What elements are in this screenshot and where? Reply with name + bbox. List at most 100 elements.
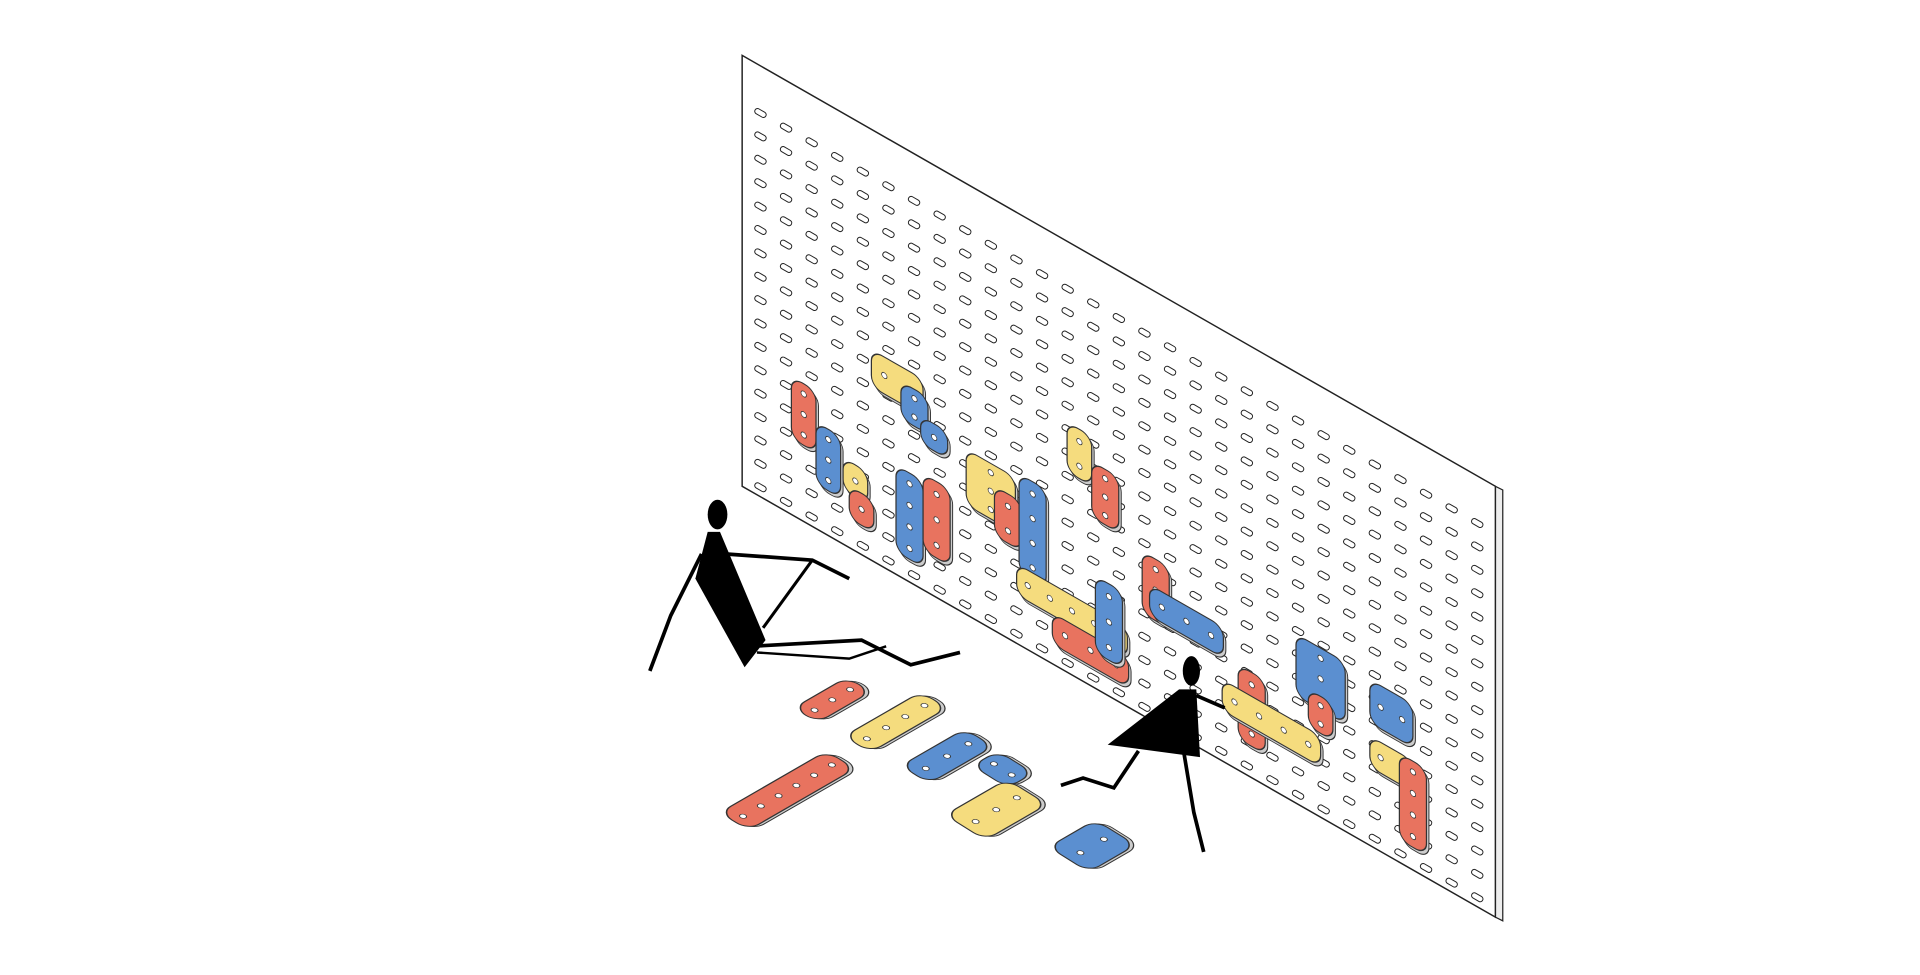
- peg-hole: [1445, 760, 1458, 771]
- peg-hole: [805, 207, 818, 218]
- peg-hole: [1010, 441, 1023, 452]
- peg-hole: [1138, 397, 1151, 408]
- peg-hole: [1368, 553, 1382, 563]
- peg-hole: [907, 289, 921, 300]
- peg-hole: [1394, 614, 1407, 625]
- peg-hole: [1445, 643, 1458, 654]
- peg-hole: [1317, 476, 1330, 487]
- peg-hole: [1163, 389, 1177, 400]
- peg-hole: [779, 216, 793, 227]
- peg-hole: [1240, 456, 1254, 467]
- peg-hole: [754, 482, 767, 493]
- peg-hole: [754, 201, 767, 212]
- peg-hole: [1163, 412, 1177, 423]
- peg-hole: [984, 403, 998, 414]
- peg-hole: [1419, 722, 1433, 733]
- peg-hole: [754, 458, 767, 469]
- peg-hole: [1419, 863, 1433, 873]
- board-pieces: [790, 353, 1430, 855]
- peg-hole: [1368, 599, 1382, 610]
- peg-hole: [1317, 593, 1330, 604]
- piece-red: [1307, 693, 1336, 741]
- board-edge: [1494, 485, 1504, 922]
- peg-hole: [831, 526, 844, 537]
- peg-hole: [1138, 514, 1151, 525]
- peg-hole: [959, 271, 972, 282]
- peg-hole: [1368, 833, 1382, 844]
- peg-hole: [1445, 573, 1458, 584]
- peg-hole: [882, 508, 895, 519]
- peg-hole: [1317, 453, 1330, 464]
- piece-blue: [906, 732, 992, 781]
- peg-hole: [831, 175, 844, 186]
- peg-hole: [1445, 713, 1458, 724]
- peg-hole: [1189, 450, 1202, 461]
- peg-hole: [1317, 523, 1330, 534]
- peg-hole: [754, 295, 767, 306]
- peg-hole: [856, 236, 870, 247]
- peg-hole: [779, 356, 793, 367]
- peg-hole: [1112, 406, 1126, 417]
- peg-hole: [959, 388, 972, 399]
- peg-hole: [1419, 675, 1433, 686]
- peg-hole: [1061, 470, 1074, 481]
- peg-hole: [1010, 464, 1023, 475]
- peg-hole: [805, 137, 818, 148]
- peg-hole: [1419, 558, 1433, 569]
- peg-hole: [984, 333, 998, 344]
- peg-hole: [1240, 573, 1254, 584]
- peg-hole: [959, 318, 972, 329]
- peg-hole: [1138, 444, 1151, 455]
- peg-hole: [1010, 254, 1023, 265]
- peg-hole: [1291, 462, 1305, 473]
- peg-hole: [1343, 561, 1356, 572]
- peg-hole: [856, 400, 870, 411]
- peg-hole: [1061, 541, 1074, 552]
- peg-hole: [1445, 784, 1458, 795]
- peg-hole: [1471, 868, 1484, 879]
- peg-hole: [856, 353, 870, 364]
- peg-hole: [831, 409, 844, 420]
- peg-hole: [805, 230, 818, 241]
- peg-hole: [959, 248, 972, 259]
- peg-hole: [882, 321, 895, 332]
- peg-hole: [779, 263, 793, 273]
- piece-red: [993, 490, 1025, 551]
- piece-blue: [1094, 580, 1126, 668]
- peg-hole: [754, 154, 767, 165]
- peg-hole: [1291, 532, 1305, 543]
- peg-hole: [1163, 459, 1177, 470]
- peg-hole: [1368, 576, 1382, 587]
- peg-hole: [1266, 517, 1279, 528]
- peg-hole: [1189, 567, 1202, 578]
- peg-hole: [882, 555, 895, 566]
- piece-yellow: [850, 695, 946, 750]
- peg-hole: [1240, 433, 1254, 443]
- peg-hole: [1394, 848, 1407, 859]
- peg-hole: [1061, 330, 1074, 341]
- peg-hole: [1189, 520, 1202, 531]
- peg-hole: [907, 429, 921, 440]
- peg-hole: [754, 178, 767, 189]
- peg-hole: [754, 248, 767, 259]
- peg-hole: [984, 567, 998, 578]
- peg-hole: [1445, 503, 1458, 514]
- peg-hole: [754, 271, 767, 282]
- peg-hole: [1240, 760, 1254, 771]
- peg-hole: [882, 298, 895, 309]
- peg-hole: [1368, 506, 1382, 517]
- peg-hole: [1061, 494, 1074, 505]
- peg-hole: [1266, 424, 1279, 435]
- peg-hole: [1394, 637, 1407, 648]
- peg-hole: [984, 356, 998, 367]
- peg-hole: [1266, 634, 1279, 645]
- peg-hole: [1138, 374, 1151, 385]
- peg-hole: [1343, 608, 1356, 619]
- peg-hole: [1138, 468, 1151, 478]
- peg-hole: [1087, 532, 1100, 543]
- peg-hole: [1394, 520, 1407, 531]
- peg-hole: [1368, 786, 1382, 797]
- peg-hole: [1035, 386, 1049, 397]
- peg-hole: [1163, 482, 1177, 493]
